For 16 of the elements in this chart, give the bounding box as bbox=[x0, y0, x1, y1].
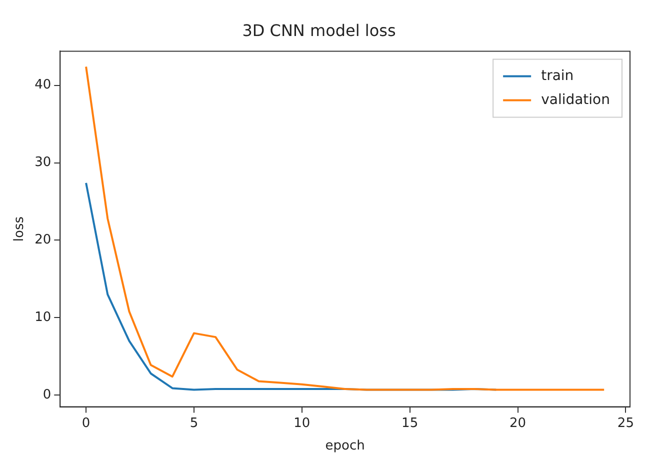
y-tick-label: 0 bbox=[42, 388, 52, 403]
y-tick-label: 10 bbox=[34, 310, 52, 326]
y-tick-label: 30 bbox=[34, 155, 52, 170]
x-tick-label: 0 bbox=[82, 416, 90, 431]
x-tick-label: 10 bbox=[294, 416, 310, 431]
x-tick-label: 20 bbox=[509, 416, 526, 431]
chart-title: 3D CNN model loss bbox=[242, 20, 396, 40]
x-tick-label: 15 bbox=[402, 416, 418, 431]
x-tick-label: 5 bbox=[190, 416, 198, 431]
x-tick-label: 25 bbox=[617, 416, 634, 431]
x-axis-title: epoch bbox=[325, 438, 365, 454]
y-tick-label: 40 bbox=[34, 78, 52, 93]
legend-label: train bbox=[541, 68, 574, 84]
y-axis-title: loss bbox=[12, 216, 28, 242]
y-tick-label: 20 bbox=[34, 232, 52, 248]
legend-label: validation bbox=[541, 92, 610, 108]
